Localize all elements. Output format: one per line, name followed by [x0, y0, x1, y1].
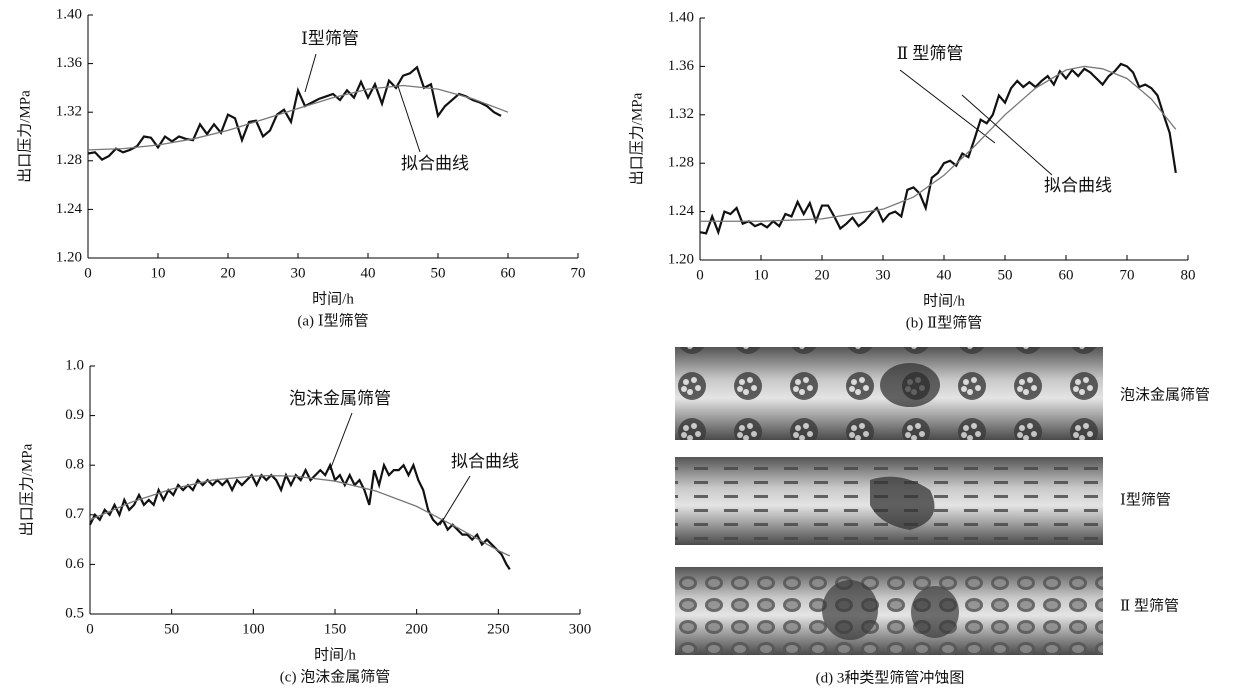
annotation-leader	[305, 54, 316, 92]
y-tick-label: 0.9	[65, 407, 84, 423]
x-tick-label: 250	[487, 621, 510, 637]
x-tick-label: 20	[815, 267, 830, 283]
annotation: 拟合曲线	[1044, 176, 1112, 195]
y-tick-label: 1.0	[65, 357, 84, 373]
x-axis-label: 时间/h	[923, 292, 965, 309]
x-tick-label: 50	[431, 265, 446, 281]
annotation-leader	[398, 86, 420, 152]
x-tick-label: 50	[164, 621, 179, 637]
x-tick-label: 150	[324, 621, 347, 637]
y-tick-label: 1.20	[56, 249, 82, 265]
annotation: 泡沫金属筛管	[289, 389, 391, 408]
x-tick-label: 60	[501, 265, 516, 281]
x-tick-label: 10	[151, 265, 166, 281]
y-tick-label: 0.5	[65, 605, 84, 621]
data-line	[90, 476, 510, 556]
y-tick-label: 1.20	[668, 251, 694, 267]
y-axis-label: 出口压力/MPa	[16, 90, 33, 183]
x-tick-label: 30	[876, 267, 891, 283]
x-axis-label: 时间/h	[312, 290, 354, 307]
y-tick-label: 1.36	[56, 55, 83, 71]
x-tick-label: 70	[571, 265, 586, 281]
erosion	[911, 586, 959, 638]
y-tick-label: 1.24	[56, 201, 83, 217]
x-tick-label: 50	[998, 267, 1013, 283]
x-tick-label: 40	[361, 265, 376, 281]
annotation: 拟合曲线	[401, 154, 469, 173]
photo-panel: 泡沫金属筛管 Ⅰ型筛管 Ⅱ 型筛管 (d) 3种类型筛管冲蚀图	[675, 347, 1210, 686]
data-line	[700, 66, 1176, 221]
annotation: 拟合曲线	[451, 452, 519, 471]
annotation: Ⅱ 型筛管	[897, 44, 964, 63]
y-tick-label: 1.32	[56, 104, 82, 120]
x-tick-label: 0	[696, 267, 704, 283]
data-line	[90, 465, 510, 569]
caption: (d) 3种类型筛管冲蚀图	[816, 669, 965, 686]
x-tick-label: 20	[221, 265, 236, 281]
y-tick-label: 0.7	[65, 506, 84, 522]
erosion	[822, 580, 878, 640]
y-axis-label: 出口压力/MPa	[18, 443, 35, 536]
y-tick-label: 0.8	[65, 457, 84, 473]
x-tick-label: 0	[86, 621, 94, 637]
x-tick-label: 40	[937, 267, 952, 283]
x-tick-label: 80	[1181, 267, 1196, 283]
annotation-leader	[900, 70, 995, 143]
y-axis-label: 出口压力/MPa	[628, 92, 645, 185]
y-tick-label: 1.40	[668, 9, 694, 25]
annotation-leader	[440, 476, 470, 525]
x-tick-label: 30	[291, 265, 306, 281]
y-tick-label: 0.6	[65, 556, 84, 572]
annotation-leader	[330, 413, 352, 470]
caption: (a) Ⅰ型筛管	[297, 312, 368, 329]
caption: (b) Ⅱ型筛管	[906, 314, 982, 331]
y-tick-label: 1.36	[668, 58, 695, 74]
x-tick-label: 0	[84, 265, 92, 281]
annotation: Ⅰ型筛管	[301, 29, 359, 48]
x-tick-label: 100	[242, 621, 265, 637]
x-tick-label: 60	[1059, 267, 1074, 283]
erosion	[880, 363, 940, 407]
y-tick-label: 1.40	[56, 6, 82, 22]
x-tick-label: 200	[405, 621, 428, 637]
photo-label: 泡沫金属筛管	[1120, 386, 1210, 403]
photo-label: Ⅱ 型筛管	[1120, 597, 1179, 614]
y-tick-label: 1.24	[668, 203, 695, 219]
x-tick-label: 10	[754, 267, 769, 283]
y-tick-label: 1.28	[56, 152, 82, 168]
x-tick-label: 300	[569, 621, 592, 637]
y-tick-label: 1.32	[668, 106, 694, 122]
figure: 泡沫金属筛管 Ⅰ型筛管 Ⅱ 型筛管 (d) 3种类型筛管冲蚀图 0 10 20 30 4…	[0, 0, 1255, 692]
x-tick-label: 70	[1120, 267, 1135, 283]
x-axis-label: 时间/h	[314, 646, 356, 663]
tube-holes	[675, 567, 1103, 655]
data-line	[700, 64, 1176, 233]
caption: (c) 泡沫金属筛管	[280, 668, 390, 685]
photo-label: Ⅰ型筛管	[1120, 491, 1171, 508]
y-tick-label: 1.28	[668, 155, 694, 171]
